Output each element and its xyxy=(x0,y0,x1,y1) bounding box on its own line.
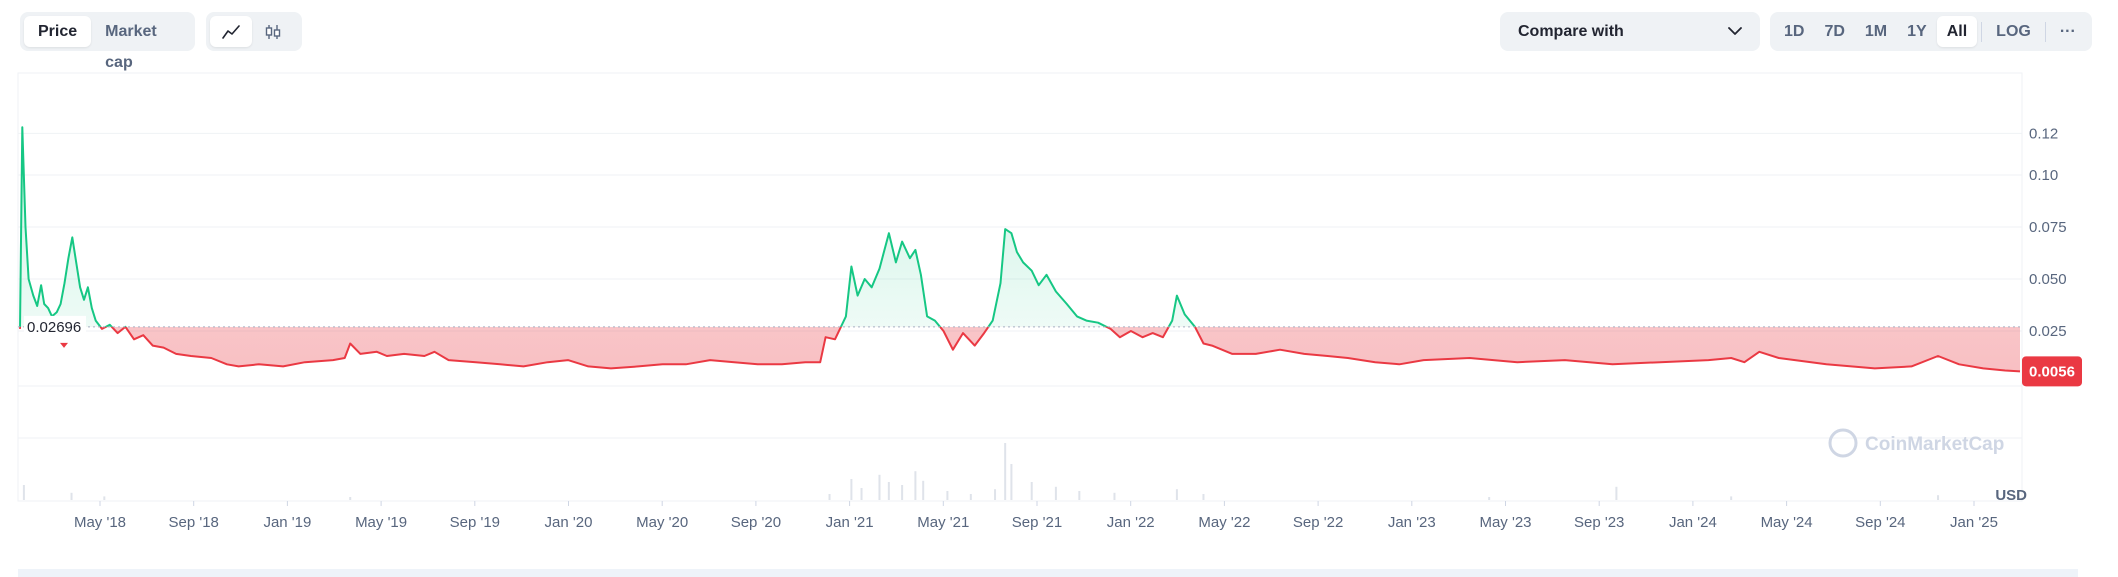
volume-bar xyxy=(914,471,917,500)
volume-bar xyxy=(1175,489,1178,500)
x-tick-label: May '23 xyxy=(1479,514,1531,531)
y-tick-label: 0.050 xyxy=(2029,271,2067,288)
time-range-toggle: 1D 7D 1M 1Y All LOG ··· xyxy=(1770,12,2092,51)
y-axis: 0.025 0.050 0.075 0.10 0.12 0.0056 xyxy=(2022,125,2082,387)
range-all-tab[interactable]: All xyxy=(1936,16,1978,47)
volume-bar xyxy=(1030,482,1033,500)
x-tick-label: Sep '24 xyxy=(1855,514,1905,531)
volume-bar xyxy=(1488,497,1491,500)
candlestick-icon xyxy=(265,24,281,39)
volume-bar xyxy=(1004,443,1007,500)
watermark: CoinMarketCap xyxy=(1828,428,2004,458)
plot-frame xyxy=(17,72,2023,502)
above-baseline-area xyxy=(20,127,2020,327)
price-line-up xyxy=(19,126,1197,327)
volume-bar xyxy=(1615,486,1618,500)
range-1y-tab[interactable]: 1Y xyxy=(1907,23,1927,40)
price-areas xyxy=(20,127,2020,372)
current-price-label: 0.0056 xyxy=(2029,363,2075,380)
y-tick-label: 0.10 xyxy=(2029,167,2058,184)
y-tick-label: 0.12 xyxy=(2029,125,2058,142)
baseline-label-bg xyxy=(24,315,86,338)
below-baseline-area xyxy=(20,326,2020,372)
x-tick-label: Sep '18 xyxy=(168,514,218,531)
volume-bar xyxy=(828,494,831,500)
volume-bar xyxy=(1113,492,1116,500)
baseline-label: 0.02696 xyxy=(27,319,81,336)
y-tick-label: 0.025 xyxy=(2029,323,2067,340)
x-tick-label: May '24 xyxy=(1761,514,1813,531)
volume-bar xyxy=(1078,491,1081,500)
x-tick-label: Sep '20 xyxy=(731,514,781,531)
x-tick-label: Sep '21 xyxy=(1012,514,1062,531)
x-tick-label: Jan '23 xyxy=(1388,514,1436,531)
volume-bar xyxy=(969,494,972,500)
volume-bar xyxy=(1937,495,1940,500)
x-axis: May '18 Sep '18 Jan '19 May '19 Sep '19 Jan '… xyxy=(74,501,1998,531)
volume-bar xyxy=(878,474,881,500)
volume-bar xyxy=(946,491,949,500)
currency-label: USD xyxy=(1995,487,2027,504)
x-tick-label: Jan '22 xyxy=(1107,514,1155,531)
x-tick-label: May '18 xyxy=(74,514,126,531)
range-7d-tab[interactable]: 7D xyxy=(1824,23,1845,40)
price-line-down xyxy=(19,326,2021,373)
line-chart-button[interactable] xyxy=(210,16,252,47)
volume-bar xyxy=(922,480,925,500)
y-tick-label: 0.075 xyxy=(2029,219,2067,236)
watermark-text: CoinMarketCap xyxy=(1865,434,2004,455)
coinmarketcap-logo-icon xyxy=(1828,428,1858,458)
volume-bar xyxy=(22,485,25,500)
baseline-group: 0.02696 xyxy=(18,315,2022,348)
volume-bar xyxy=(1202,494,1205,500)
x-tick-label: May '22 xyxy=(1198,514,1250,531)
volume-bars xyxy=(22,443,1940,500)
log-scale-button[interactable]: LOG xyxy=(1996,23,2031,40)
volume-bar xyxy=(860,488,863,500)
volume-bar xyxy=(1010,464,1013,500)
chart-type-toggle xyxy=(206,12,302,51)
volume-bar xyxy=(887,482,890,500)
x-tick-label: Jan '19 xyxy=(263,514,311,531)
range-navigator[interactable] xyxy=(18,569,2078,577)
x-tick-label: Sep '19 xyxy=(450,514,500,531)
baseline-down-marker-icon xyxy=(60,342,68,348)
line-chart-icon xyxy=(222,24,240,39)
price-lines xyxy=(19,126,2021,373)
volume-bar xyxy=(901,485,904,500)
x-tick-label: Sep '22 xyxy=(1293,514,1343,531)
metric-toggle: Price Market cap xyxy=(20,12,195,71)
x-tick-label: Jan '25 xyxy=(1950,514,1998,531)
volume-bar xyxy=(70,492,73,500)
x-tick-label: Jan '21 xyxy=(826,514,874,531)
volume-bar xyxy=(850,479,853,500)
x-tick-label: May '21 xyxy=(917,514,969,531)
current-price-badge xyxy=(2022,356,2082,387)
x-tick-label: Jan '24 xyxy=(1669,514,1717,531)
chevron-down-icon xyxy=(1728,27,1742,35)
range-1m-tab[interactable]: 1M xyxy=(1864,23,1888,40)
x-tick-label: May '19 xyxy=(355,514,407,531)
volume-bar xyxy=(1054,486,1057,500)
x-tick-label: Sep '23 xyxy=(1574,514,1624,531)
range-1d-tab[interactable]: 1D xyxy=(1784,23,1805,40)
compare-with-dropdown[interactable]: Compare with xyxy=(1500,12,1760,51)
price-tab[interactable]: Price xyxy=(24,16,92,47)
volume-bar xyxy=(349,497,352,500)
candlestick-button[interactable] xyxy=(252,16,294,47)
x-tick-label: May '20 xyxy=(636,514,688,531)
x-tick-label: Jan '20 xyxy=(545,514,593,531)
volume-bar xyxy=(103,496,106,500)
market-cap-tab[interactable]: Market cap xyxy=(105,23,157,71)
toolbar-divider xyxy=(1981,21,1983,42)
compare-with-label: Compare with xyxy=(1518,22,1624,40)
toolbar-divider xyxy=(2044,21,2046,42)
volume-bar xyxy=(994,489,997,500)
volume-bar xyxy=(1730,496,1733,500)
more-options-button[interactable]: ··· xyxy=(2059,23,2076,40)
